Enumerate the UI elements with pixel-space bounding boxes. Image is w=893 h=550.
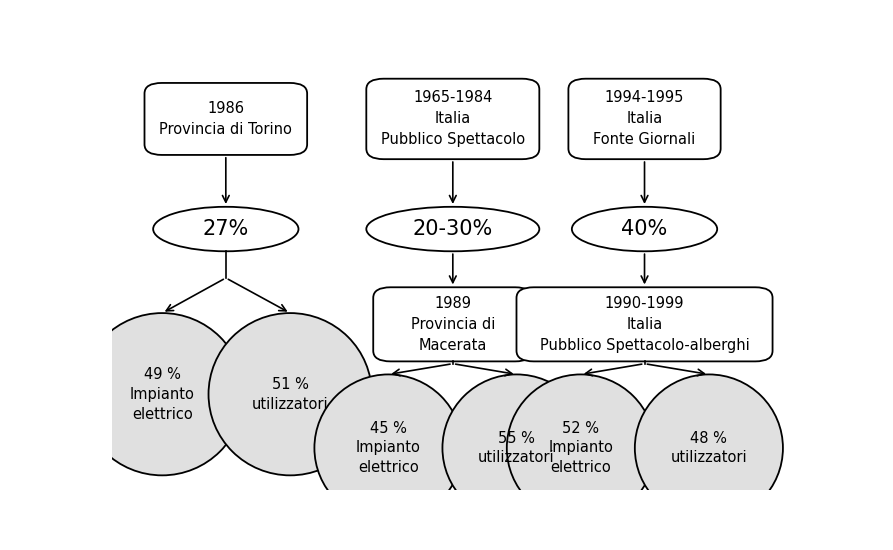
Text: 1986
Provincia di Torino: 1986 Provincia di Torino	[159, 101, 292, 137]
FancyBboxPatch shape	[145, 83, 307, 155]
Text: 51 %
utilizzatori: 51 % utilizzatori	[252, 377, 329, 411]
Text: 45 %
Impianto
elettrico: 45 % Impianto elettrico	[356, 421, 421, 475]
Ellipse shape	[635, 375, 783, 521]
Text: 27%: 27%	[203, 219, 249, 239]
Ellipse shape	[442, 375, 590, 521]
Ellipse shape	[208, 313, 371, 475]
Ellipse shape	[314, 375, 463, 521]
Ellipse shape	[154, 207, 298, 251]
Text: 55 %
utilizzatori: 55 % utilizzatori	[478, 431, 555, 465]
Ellipse shape	[366, 207, 539, 251]
FancyBboxPatch shape	[373, 287, 532, 361]
Text: 52 %
Impianto
elettrico: 52 % Impianto elettrico	[548, 421, 613, 475]
Text: 1965-1984
Italia
Pubblico Spettacolo: 1965-1984 Italia Pubblico Spettacolo	[380, 90, 525, 147]
FancyBboxPatch shape	[516, 287, 772, 361]
Ellipse shape	[572, 207, 717, 251]
Text: 1990-1999
Italia
Pubblico Spettacolo-alberghi: 1990-1999 Italia Pubblico Spettacolo-alb…	[539, 296, 749, 353]
Text: 20-30%: 20-30%	[413, 219, 493, 239]
FancyBboxPatch shape	[366, 79, 539, 159]
Text: 48 %
utilizzatori: 48 % utilizzatori	[671, 431, 747, 465]
FancyBboxPatch shape	[569, 79, 721, 159]
Ellipse shape	[80, 313, 244, 475]
Text: 1989
Provincia di
Macerata: 1989 Provincia di Macerata	[411, 296, 495, 353]
Text: 40%: 40%	[622, 219, 668, 239]
Ellipse shape	[507, 375, 655, 521]
Text: 49 %
Impianto
elettrico: 49 % Impianto elettrico	[129, 367, 195, 421]
Text: 1994-1995
Italia
Fonte Giornali: 1994-1995 Italia Fonte Giornali	[593, 90, 696, 147]
